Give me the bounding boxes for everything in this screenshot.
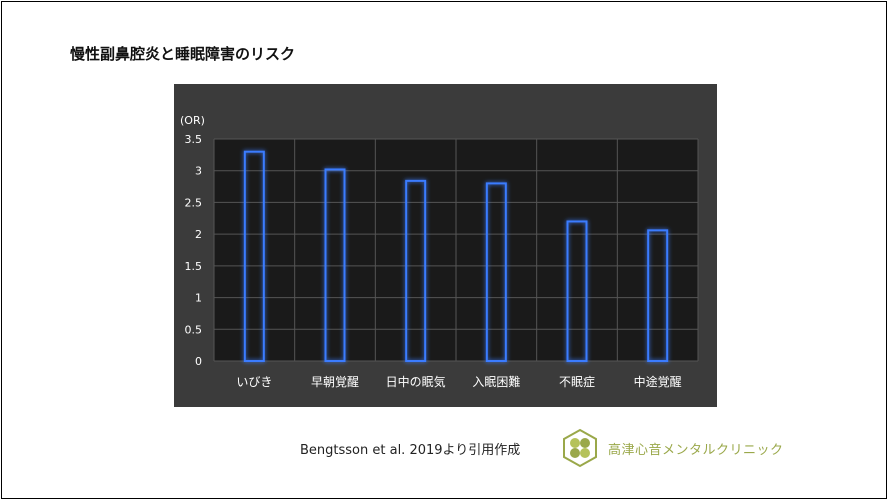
y-tick-label: 0 (195, 355, 202, 368)
y-tick-label: 3.5 (185, 133, 203, 146)
x-tick-label: 日中の眠気 (386, 374, 446, 389)
x-tick-label: 入眠困難 (472, 374, 520, 389)
x-tick-label: 不眠症 (559, 374, 595, 389)
y-axis-label: (OR) (180, 114, 205, 127)
bar (566, 220, 588, 362)
bar (485, 182, 507, 363)
y-tick-label: 3 (195, 165, 202, 178)
bar (405, 179, 427, 362)
y-tick-label: 0.5 (185, 323, 203, 336)
clover-logo-icon (563, 428, 597, 468)
y-tick-label: 1 (195, 292, 202, 305)
chart-panel: 0 0.5 1 1.5 2 2.5 3 3.5 いびき 早朝覚醒 日中の眠気 入眠困難 不眠症 中途覚醒 … (174, 84, 717, 407)
y-tick-label: 2 (195, 228, 202, 241)
bar (647, 229, 669, 362)
x-tick-label: 早朝覚醒 (311, 375, 359, 389)
slide-title: 慢性副鼻腔炎と睡眠障害のリスク (70, 45, 296, 63)
bar (324, 168, 346, 363)
y-tick-label: 1.5 (185, 260, 203, 273)
bar (243, 150, 265, 362)
clinic-name: 高津心音メンタルクリニック (608, 442, 784, 458)
y-tick-label: 2.5 (185, 196, 203, 209)
x-tick-label: いびき (236, 375, 272, 389)
clinic-logo: 高津心音メンタルクリニック (560, 428, 784, 468)
source-citation: Bengtsson et al. 2019より引用作成 (300, 443, 521, 458)
x-tick-label: 中途覚醒 (634, 374, 682, 389)
